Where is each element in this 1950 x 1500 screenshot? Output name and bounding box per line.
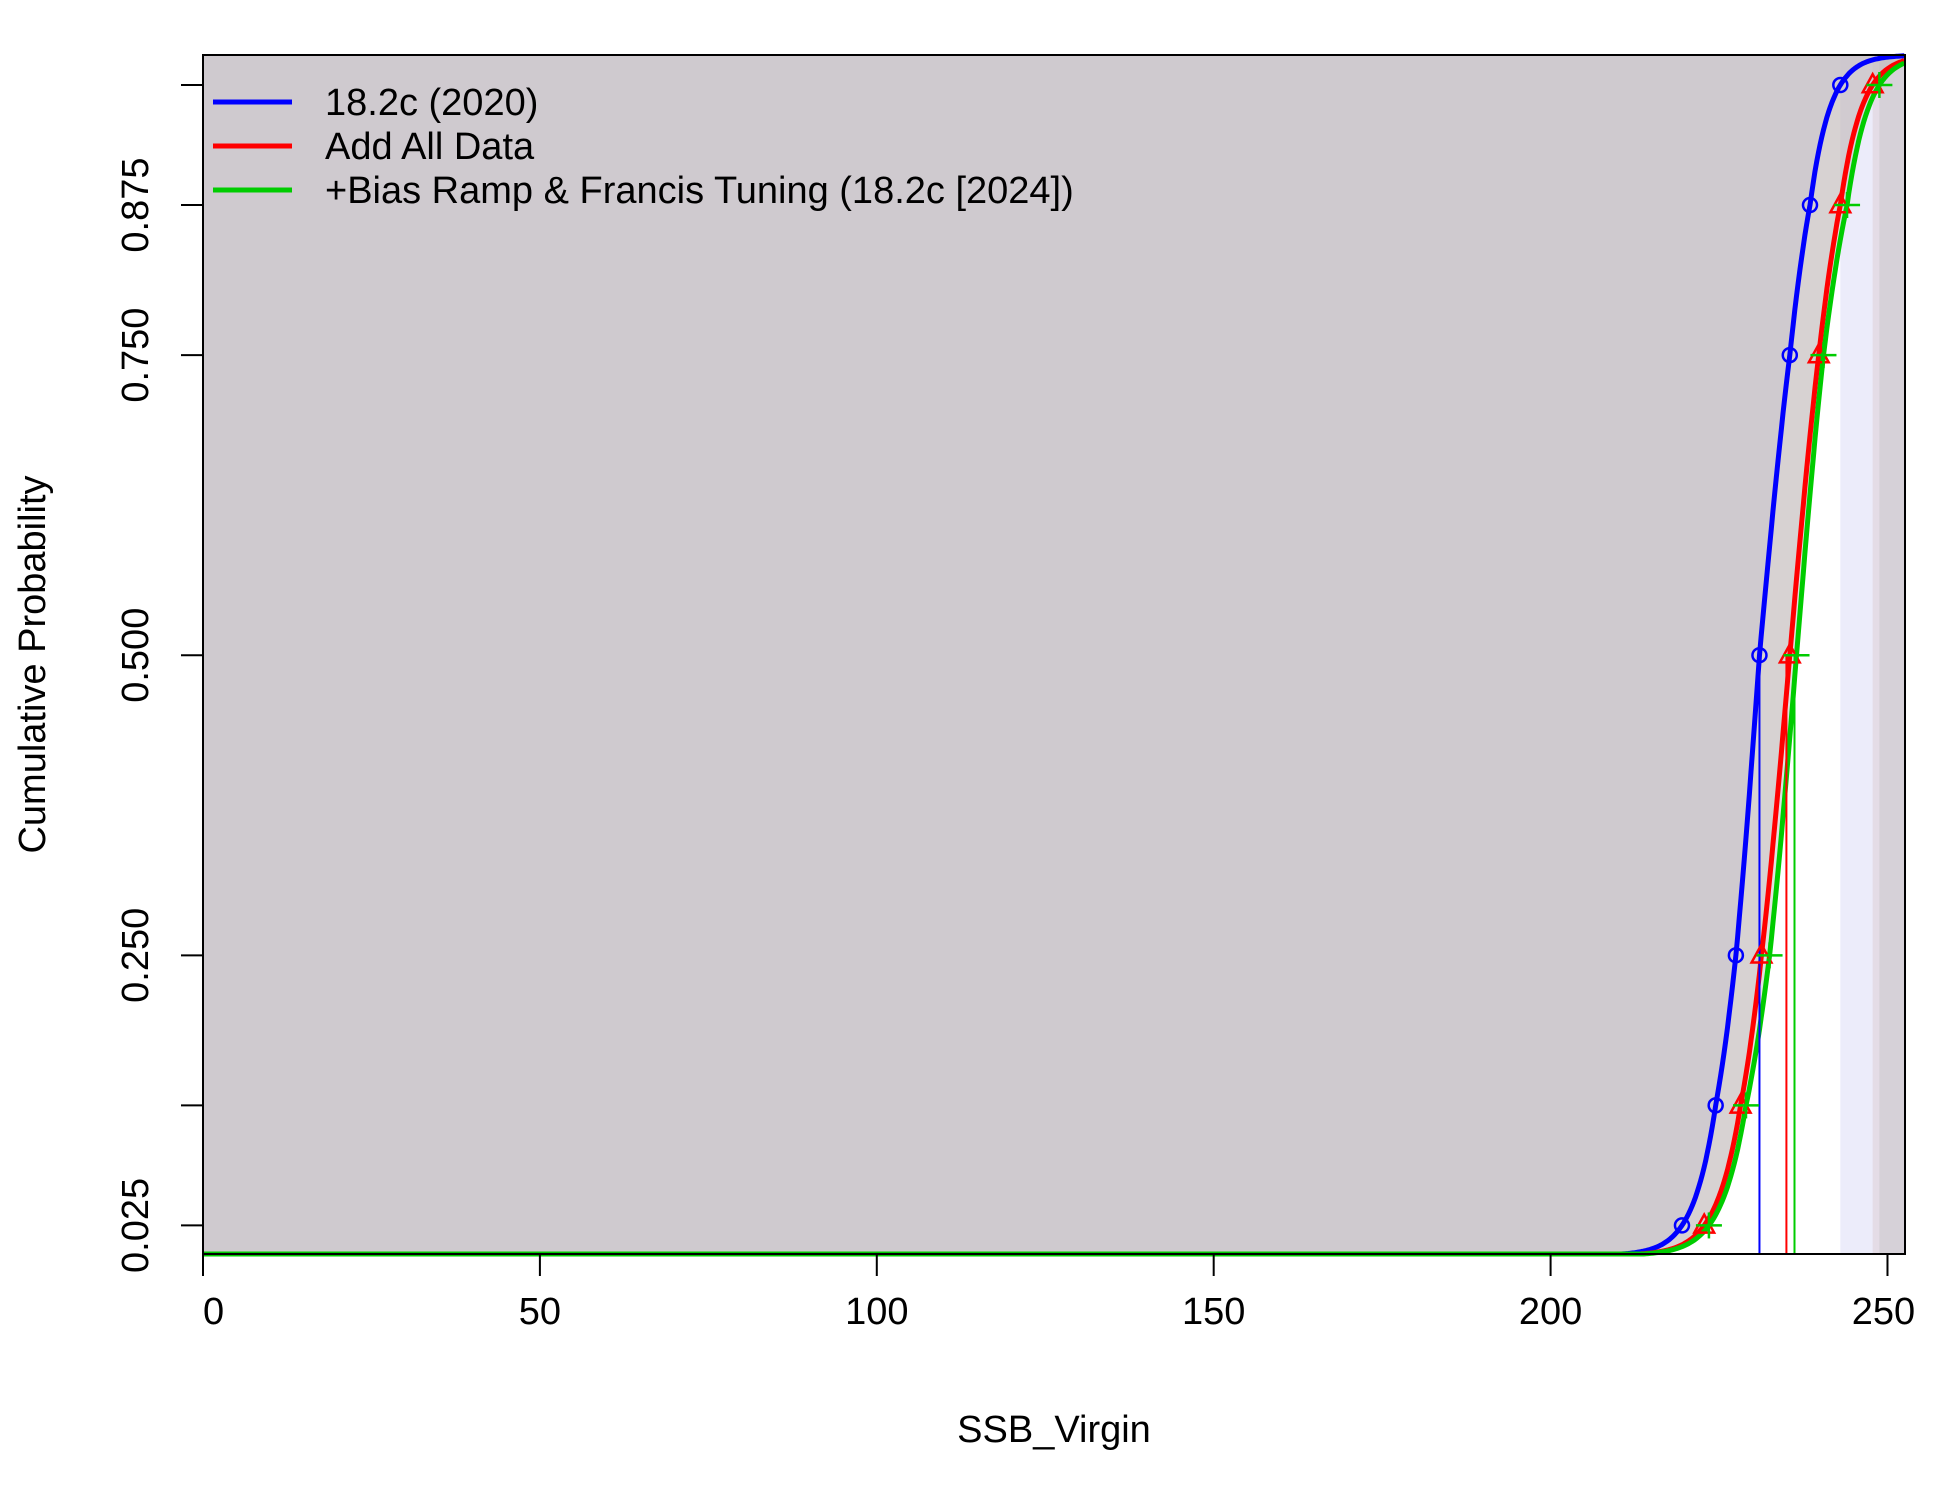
x-tick-label-3: 150 <box>1182 1291 1245 1333</box>
data-point-1-2 <box>1749 941 1774 964</box>
data-point-0-3 <box>1751 646 1768 664</box>
data-point-0-5 <box>1801 196 1819 214</box>
series-fill-0 <box>203 55 1905 1254</box>
x-tick-label-2: 100 <box>845 1291 908 1333</box>
data-point-2-3 <box>1783 642 1810 669</box>
legend-label-0: 18.2c (2020) <box>325 82 538 124</box>
data-point-0-2 <box>1727 947 1745 964</box>
data-point-2-4 <box>1810 342 1837 369</box>
shaded-regions <box>203 55 1905 1254</box>
data-point-2-5 <box>1834 192 1861 219</box>
y-tick-label-1: 0.250 <box>115 908 157 1003</box>
x-tick-label-0: 0 <box>203 1291 224 1333</box>
series-fill-1 <box>203 55 1905 1254</box>
data-point-0-0 <box>1673 1217 1691 1234</box>
y-tick-label-3: 0.750 <box>115 308 157 403</box>
y-tick-label-0: 0.025 <box>115 1178 157 1273</box>
x-axis-title: SSB_Virgin <box>957 1409 1151 1451</box>
series-markers <box>1673 71 1893 1239</box>
data-point-1-3 <box>1777 641 1802 664</box>
legend-label-2: +Bias Ramp & Francis Tuning (18.2c [2024… <box>325 170 1074 212</box>
data-point-1-6 <box>1860 71 1885 94</box>
series-tail-fill-2 <box>1879 55 1905 1254</box>
data-point-2-1 <box>1732 1092 1759 1119</box>
data-point-0-1 <box>1707 1097 1724 1114</box>
data-point-2-0 <box>1695 1212 1722 1239</box>
x-axis: 0 50 100 150 200 250 <box>202 1253 1915 1333</box>
y-tick-label-4: 0.875 <box>115 158 157 253</box>
data-point-2-2 <box>1756 942 1783 969</box>
x-tick-label-1: 50 <box>519 1291 561 1333</box>
series-tail-fill-1 <box>1872 55 1905 1254</box>
data-point-0-6 <box>1832 76 1849 94</box>
legend: 18.2c (2020)Add All Data+Bias Ramp & Fra… <box>213 82 1074 212</box>
data-point-2-6 <box>1866 72 1893 99</box>
x-tick-label-4: 200 <box>1519 1291 1582 1333</box>
legend-label-1: Add All Data <box>325 126 535 168</box>
y-axis: 0.025 0.250 0.500 0.750 0.875 <box>115 55 204 1273</box>
series-tail-fill-0 <box>1840 55 1905 1254</box>
series-fill-2 <box>203 55 1905 1254</box>
y-tick-label-2: 0.500 <box>115 608 157 703</box>
data-point-1-5 <box>1828 191 1853 214</box>
x-tick-label-5: 250 <box>1852 1291 1915 1333</box>
data-point-0-4 <box>1781 346 1799 364</box>
y-axis-title: Cumulative Probability <box>12 475 54 853</box>
